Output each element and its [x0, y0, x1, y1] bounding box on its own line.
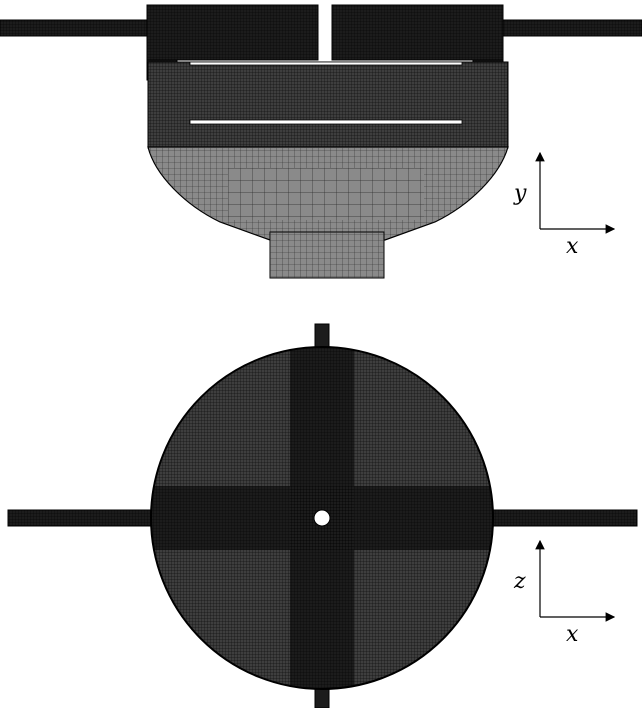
side-axes-indicator: y x	[513, 151, 616, 259]
top-axis-label-z: z	[513, 569, 526, 594]
top-axis-label-x: x	[566, 622, 579, 647]
side-axis-label-x: x	[566, 234, 579, 259]
side-top-slit	[189, 61, 463, 66]
top-axes-indicator: z x	[513, 539, 616, 647]
side-inner-slit	[189, 119, 463, 125]
side-axis-label-y: y	[513, 181, 527, 206]
top-view: z x	[7, 323, 638, 708]
top-center-hole	[313, 509, 331, 527]
side-view: y x	[0, 4, 642, 279]
